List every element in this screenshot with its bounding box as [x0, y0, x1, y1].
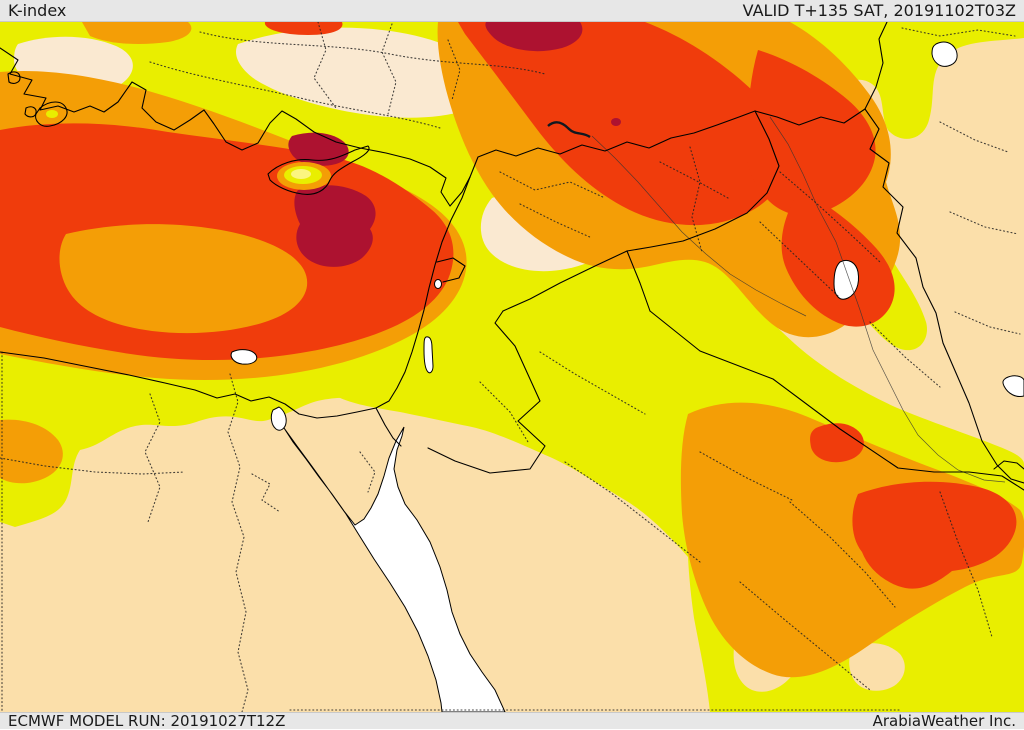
- bitter-lake: [270, 406, 287, 431]
- rhodes-hotspot: [46, 110, 58, 118]
- cyprus-hotspot: [277, 162, 331, 190]
- kuwait-bay: [1002, 375, 1024, 397]
- weather-map: [0, 22, 1024, 712]
- red-sea: [283, 426, 506, 712]
- rivers: [591, 116, 1006, 483]
- dead-sea: [423, 336, 434, 374]
- delta-lagoon: [230, 349, 258, 365]
- cyprus-island: [267, 145, 370, 195]
- sea-of-galilee: [434, 279, 442, 289]
- lake-assad: [547, 121, 591, 139]
- lake-tharthar: [833, 259, 859, 300]
- moderate-pocket: [59, 224, 308, 334]
- model-run-label: ECMWF MODEL RUN: 20191027T12Z: [8, 712, 286, 730]
- admin-boundaries: [0, 22, 1021, 712]
- valid-time-label: VALID T+135 SAT, 20191102T03Z: [742, 1, 1016, 20]
- rhodes-island: [35, 101, 68, 127]
- country-borders: [0, 22, 1024, 491]
- header-bar: K-index VALID T+135 SAT, 20191102T03Z: [0, 0, 1024, 22]
- contour-layer-very-high: [288, 22, 621, 267]
- water-bodies: [230, 41, 1024, 712]
- page-title: K-index: [8, 1, 67, 20]
- lake-urmia: [931, 41, 958, 67]
- attribution-label: ArabiaWeather Inc.: [872, 712, 1016, 730]
- footer-bar: ECMWF MODEL RUN: 20191027T12Z ArabiaWeat…: [0, 712, 1024, 730]
